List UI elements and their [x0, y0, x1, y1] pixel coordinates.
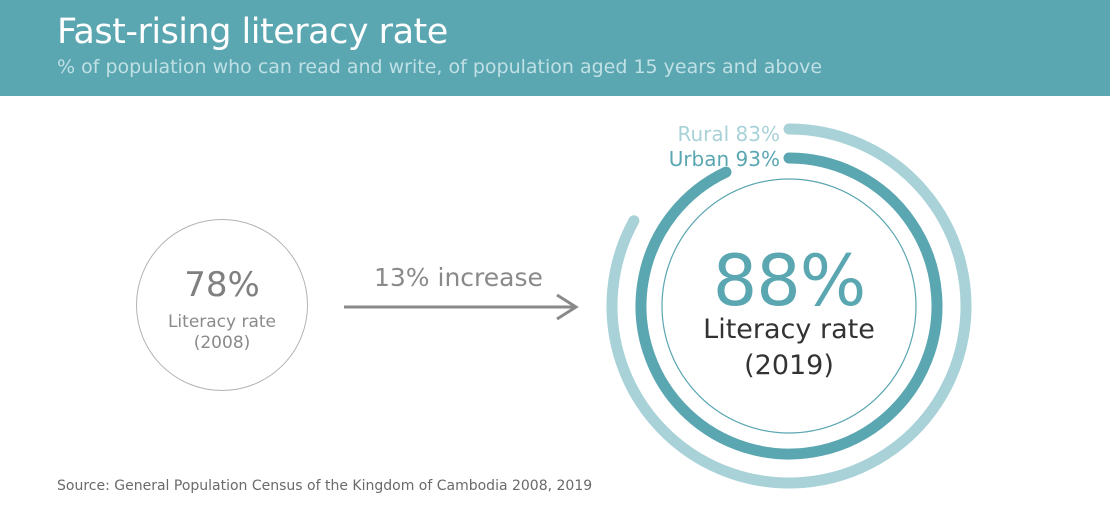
chart-title: Fast-rising literacy rate — [57, 12, 448, 52]
source-note: Source: General Population Census of the… — [57, 478, 593, 494]
urban-ring-arc — [635, 152, 943, 460]
center-circle — [661, 178, 917, 434]
literacy-2008-value: 78% — [184, 265, 260, 305]
arrow-right-icon — [344, 293, 579, 321]
chart-subtitle: % of population who can read and write, … — [57, 56, 823, 78]
header-banner: Fast-rising literacy rate % of populatio… — [0, 0, 1110, 96]
rural-legend-label: Rural 83% — [677, 122, 780, 146]
literacy-2008-label: Literacy rate — [167, 312, 277, 332]
literacy-2019-label: Literacy rate — [703, 314, 875, 345]
literacy-2008-circle: 78% Literacy rate (2008) — [136, 219, 308, 391]
rural-ring-arc — [606, 123, 972, 489]
literacy-2019-value: 88% — [712, 240, 867, 322]
urban-legend-label: Urban 93% — [668, 147, 780, 171]
literacy-2008-year: (2008) — [193, 333, 251, 353]
literacy-2019-year: (2019) — [744, 350, 834, 381]
increase-label: 13% increase — [374, 263, 543, 292]
